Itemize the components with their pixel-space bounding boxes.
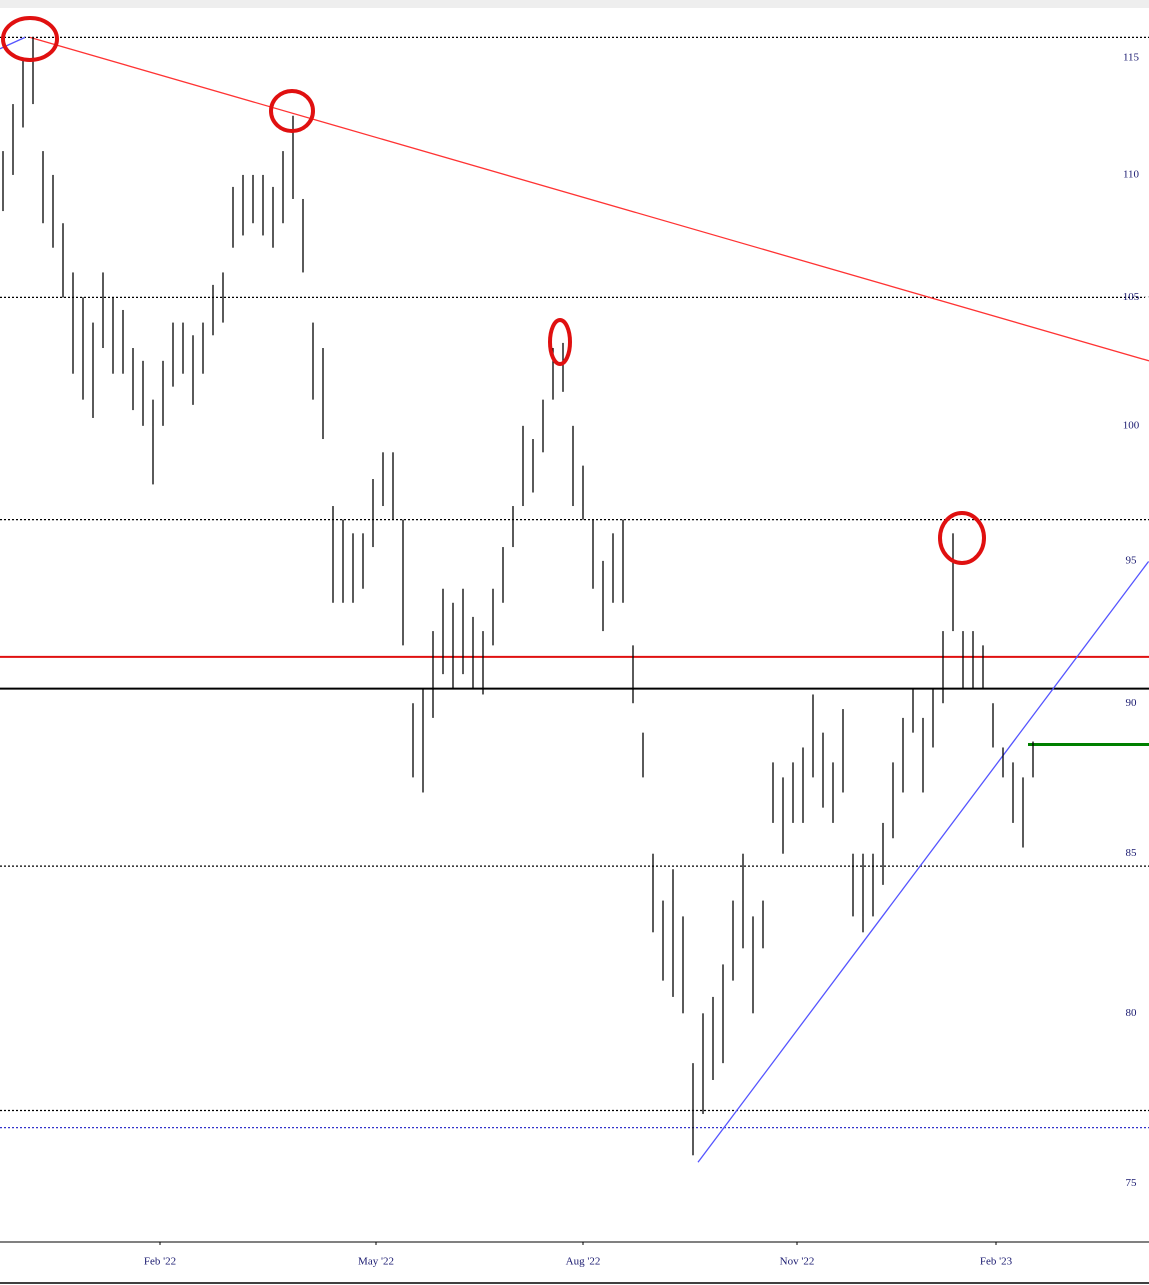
y-tick-label: 100 — [1123, 419, 1140, 431]
y-tick-label: 80 — [1126, 1007, 1138, 1019]
circle-annotation — [269, 89, 315, 133]
circle-annotation — [938, 511, 986, 565]
trend-line — [29, 36, 1149, 362]
x-tick-label: Nov '22 — [780, 1256, 815, 1268]
x-tick-label: Aug '22 — [566, 1256, 601, 1268]
circle-annotation — [1, 16, 59, 62]
trend-line — [697, 560, 1149, 1163]
top-bar — [0, 0, 1149, 8]
y-tick-label: 105 — [1123, 291, 1140, 303]
annotations — [1, 16, 986, 565]
x-tick-label: Feb '22 — [144, 1256, 176, 1268]
y-tick-label: 75 — [1126, 1177, 1138, 1189]
y-tick-label: 110 — [1123, 168, 1140, 180]
y-tick-label: 85 — [1126, 847, 1138, 859]
x-tick-label: Feb '23 — [980, 1256, 1013, 1268]
y-tick-label: 95 — [1126, 554, 1138, 566]
circle-annotation — [548, 318, 572, 366]
y-tick-label: 90 — [1126, 697, 1138, 709]
plot-area — [0, 36, 1149, 1163]
y-tick-label: 115 — [1123, 51, 1140, 63]
x-tick-label: May '22 — [358, 1256, 394, 1268]
